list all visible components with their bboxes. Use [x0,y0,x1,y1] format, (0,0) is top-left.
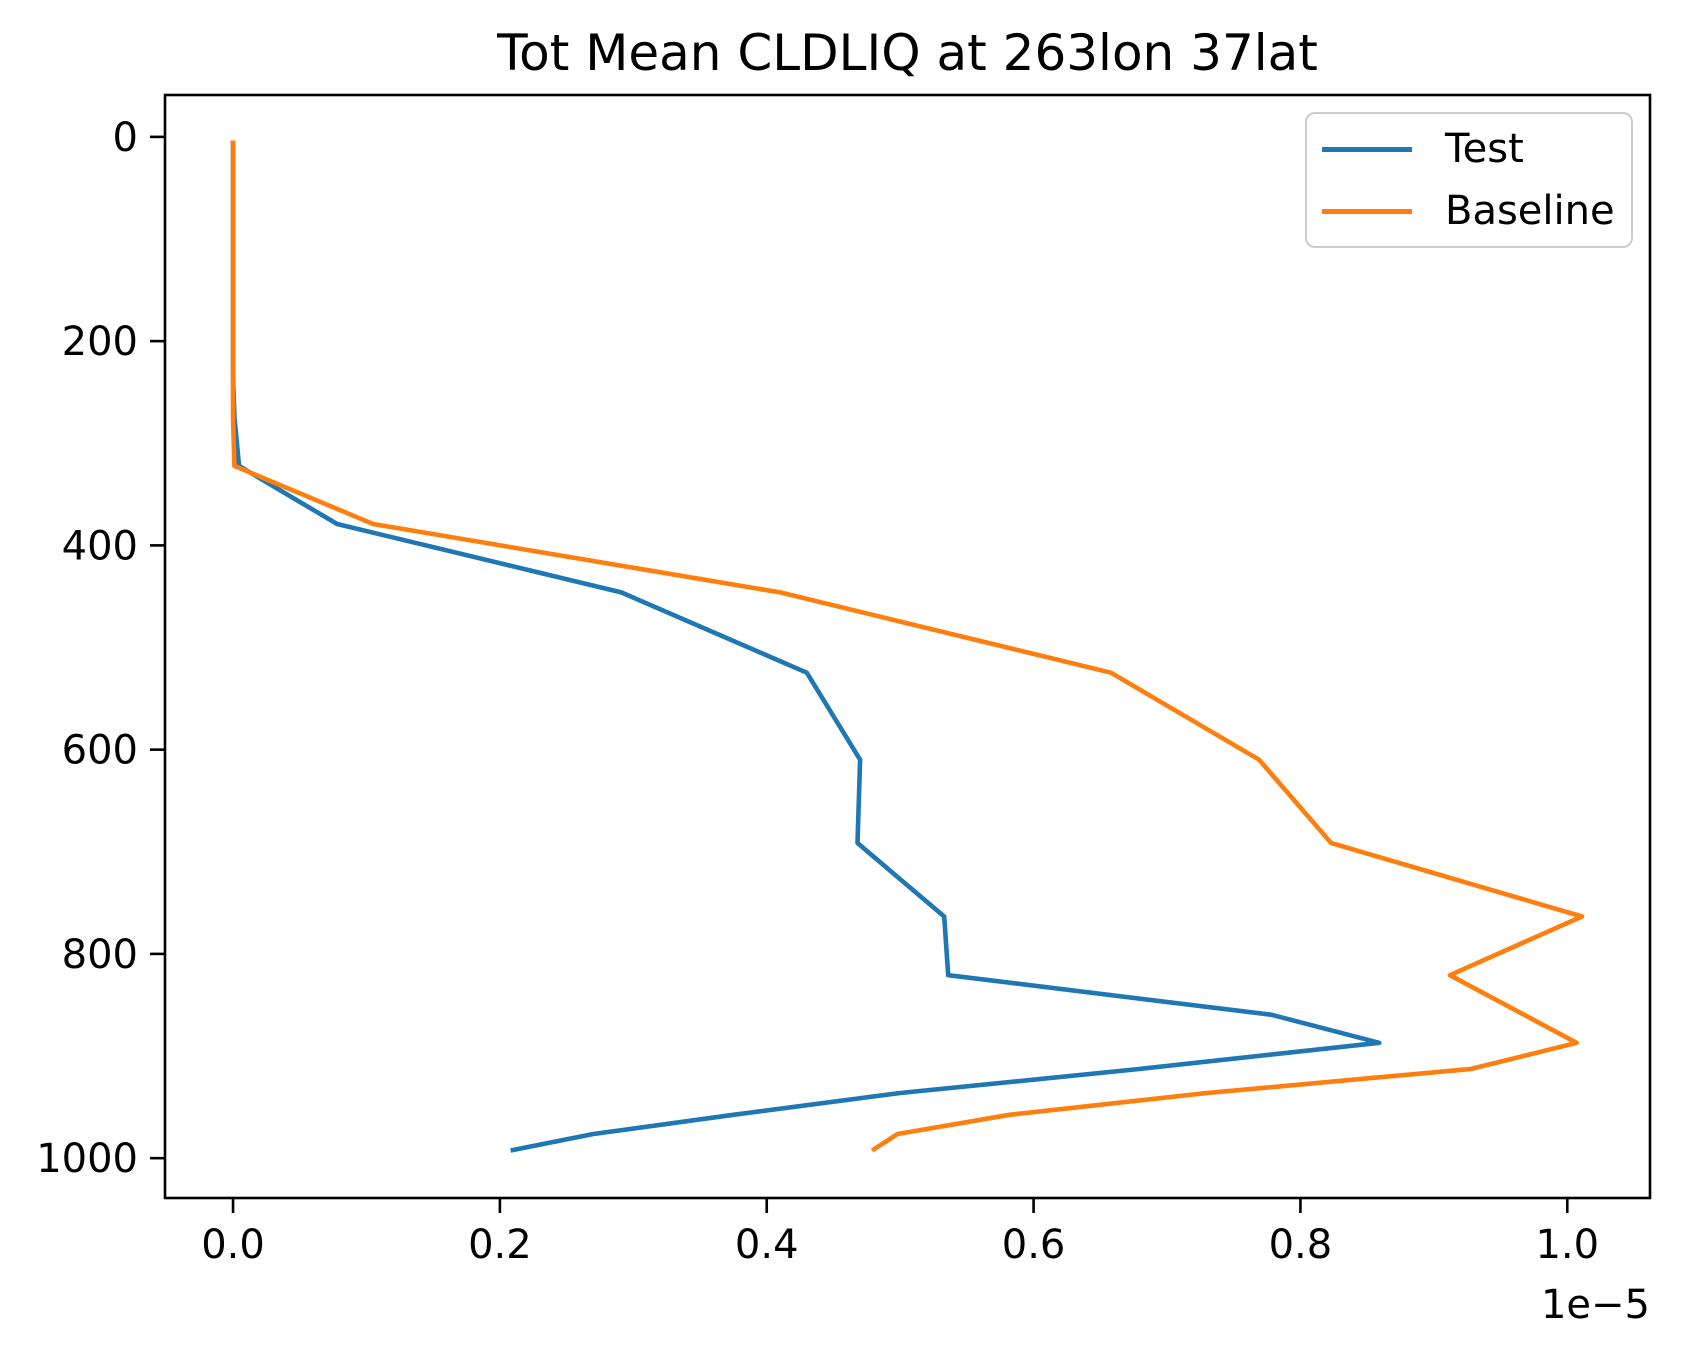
y-tick-label: 200 [62,319,138,365]
x-tick-label: 0.2 [468,1222,532,1268]
x-tick-label: 0.8 [1269,1222,1333,1268]
y-tick-label: 400 [62,523,138,569]
y-tick-label: 800 [62,932,138,978]
legend: Test Baseline [1305,112,1633,248]
x-tick-label: 0.0 [201,1222,265,1268]
baseline-line [230,140,1585,1153]
legend-entry-baseline: Baseline [1322,187,1631,235]
chart-title: Tot Mean CLDLIQ at 263lon 37lat [497,24,1318,82]
plot-border [163,93,1652,1200]
baseline-line-swatch [1322,208,1412,214]
y-tick-label: 1000 [36,1136,138,1182]
y-tick-label: 0 [113,115,138,161]
legend-entry-test: Test [1322,125,1631,173]
test-line-swatch [1322,146,1412,152]
y-tick-label: 600 [62,728,138,774]
x-tick-label: 0.6 [1002,1222,1066,1268]
x-tick-label: 1.0 [1535,1222,1599,1268]
legend-label-test: Test [1445,126,1524,172]
test-line [230,140,1382,1153]
x-tick-label: 0.4 [735,1222,799,1268]
x-axis-offset-label: 1e−5 [1541,1282,1650,1328]
legend-label-baseline: Baseline [1445,188,1615,234]
